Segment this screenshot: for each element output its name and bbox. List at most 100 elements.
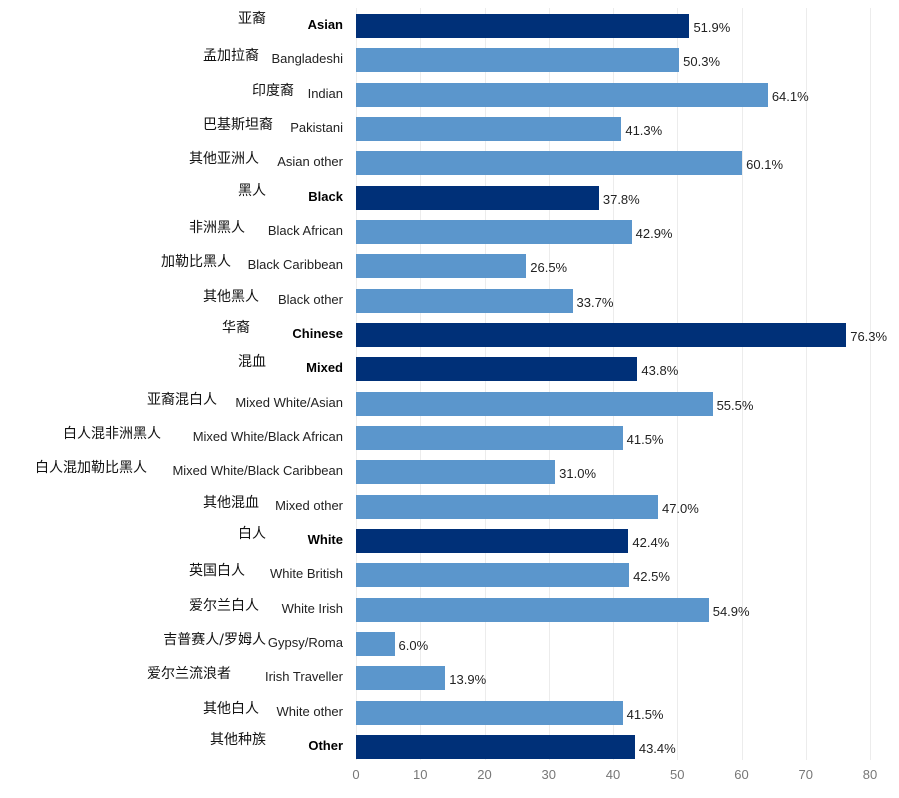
bar-row: 吉普赛人/罗姆人 Gypsy/Roma 6.0%	[0, 632, 899, 656]
bar-row: 加勒比黑人 Black Caribbean 26.5%	[0, 254, 899, 279]
category-label-zh: 加勒比黑人	[161, 254, 231, 271]
category-label-en: Irish Traveller	[264, 669, 343, 685]
category-label-en: Mixed White/Black African	[192, 429, 343, 444]
data-label: 54.9%	[712, 603, 750, 619]
x-tick-label: 80	[862, 767, 878, 782]
data-label: 26.5%	[530, 260, 568, 276]
bar-row: 其他黑人 Black other 33.7%	[0, 288, 899, 313]
x-tick-label: 40	[605, 767, 621, 782]
category-label-zh: 英国白人	[189, 563, 245, 580]
bar	[356, 151, 743, 176]
category-label-zh: 孟加拉裔	[203, 48, 259, 65]
bar-row: 黑人 Black 37.8%	[0, 183, 899, 210]
data-label: 51.9%	[693, 20, 731, 35]
category-label-zh: 白人混非洲黑人	[63, 426, 161, 442]
gridline	[870, 8, 871, 760]
bar-row: 印度裔 Indian 64.1%	[0, 82, 899, 107]
bar	[356, 460, 556, 485]
x-tick-label: 50	[670, 767, 685, 782]
category-label-zh: 其他亚洲人	[189, 151, 259, 168]
category-label-zh: 白人混加勒比黑人	[35, 460, 147, 477]
data-label: 41.5%	[626, 432, 664, 447]
bar	[356, 529, 629, 553]
category-label-en: Asian	[307, 17, 343, 32]
bar-row: 其他亚洲人 Asian other 60.1%	[0, 151, 899, 176]
data-label: 43.4%	[638, 741, 676, 756]
bar-row: 孟加拉裔 Bangladeshi 50.3%	[0, 48, 899, 73]
gridline	[677, 8, 678, 760]
bar-row: 英国白人 White British 42.5%	[0, 563, 899, 588]
bar	[356, 288, 573, 313]
bar	[356, 82, 768, 107]
category-label-en: Mixed	[306, 360, 343, 376]
category-label-zh: 白人	[238, 526, 266, 542]
bar-row: 亚裔混白人 Mixed White/Asian 55.5%	[0, 391, 899, 416]
category-label-zh: 爱尔兰流浪者	[147, 666, 231, 683]
category-label-zh: 非洲黑人	[189, 220, 245, 236]
data-label: 37.8%	[602, 191, 640, 207]
bar	[356, 254, 527, 279]
bar-row: 爱尔兰白人 White Irish 54.9%	[0, 597, 899, 622]
data-label: 60.1%	[746, 157, 784, 173]
data-label: 76.3%	[850, 329, 888, 344]
data-label: 42.4%	[632, 535, 670, 550]
data-label: 31.0%	[559, 466, 597, 482]
x-tick-label: 20	[477, 767, 492, 782]
data-label: 33.7%	[576, 294, 614, 310]
category-label-zh: 华裔	[222, 320, 250, 336]
bar-row: 白人混非洲黑人 Mixed White/Black African 41.5%	[0, 426, 899, 450]
bar	[356, 597, 709, 622]
category-label-zh: 爱尔兰白人	[189, 597, 259, 614]
category-label-en: White Irish	[281, 600, 343, 616]
category-label-en: Black other	[277, 291, 343, 307]
category-label-zh: 印度裔	[252, 82, 294, 99]
category-label-en: White	[307, 532, 343, 547]
category-label-en: Chinese	[292, 326, 343, 341]
category-label-zh: 吉普赛人/罗姆人	[163, 632, 266, 648]
gridline	[356, 8, 357, 760]
category-label-en: White other	[276, 703, 343, 719]
x-tick-label: 70	[798, 767, 813, 782]
bar	[356, 735, 635, 759]
bar-row: 白人 White 42.4%	[0, 526, 899, 553]
data-label: 64.1%	[771, 88, 809, 104]
bar	[356, 220, 632, 244]
category-label-zh: 其他黑人	[203, 288, 259, 305]
bar-row: 其他白人 White other 41.5%	[0, 700, 899, 725]
category-label-en: Black Caribbean	[247, 257, 343, 273]
category-label-en: Black	[308, 188, 343, 204]
x-tick-label: 60	[734, 767, 749, 782]
bar-row: 巴基斯坦裔 Pakistani 41.3%	[0, 117, 899, 141]
bar	[356, 14, 690, 38]
category-label-en: Pakistani	[290, 120, 343, 135]
bar	[356, 117, 622, 141]
bar	[356, 48, 680, 73]
data-label: 43.8%	[641, 363, 679, 379]
data-label: 13.9%	[449, 672, 487, 688]
bar	[356, 632, 395, 656]
data-label: 55.5%	[716, 397, 754, 413]
data-label: 41.3%	[625, 123, 663, 138]
bar-row: 华裔 Chinese 76.3%	[0, 320, 899, 347]
bar-row: 非洲黑人 Black African 42.9%	[0, 220, 899, 244]
bar	[356, 185, 599, 210]
bar-row: 白人混加勒比黑人 Mixed White/Black Caribbean 31.0%	[0, 460, 899, 485]
category-label-en: Black African	[267, 223, 343, 238]
bar	[356, 666, 446, 691]
gridline	[613, 8, 614, 760]
category-label-en: Indian	[307, 85, 343, 101]
bar-row: 其他混血 Mixed other 47.0%	[0, 494, 899, 519]
data-label: 47.0%	[661, 500, 699, 516]
category-label-zh: 其他种族	[210, 732, 266, 748]
bar-row: 混血 Mixed 43.8%	[0, 354, 899, 382]
bar	[356, 563, 630, 588]
category-label-en: Asian other	[277, 154, 343, 170]
data-label: 50.3%	[683, 54, 721, 70]
bar	[356, 323, 847, 347]
bar-row: 亚裔 Asian 51.9%	[0, 11, 899, 38]
category-label-en: Gypsy/Roma	[267, 635, 343, 650]
category-label-zh: 巴基斯坦裔	[203, 117, 273, 133]
gridline	[485, 8, 486, 760]
gridline	[742, 8, 743, 760]
